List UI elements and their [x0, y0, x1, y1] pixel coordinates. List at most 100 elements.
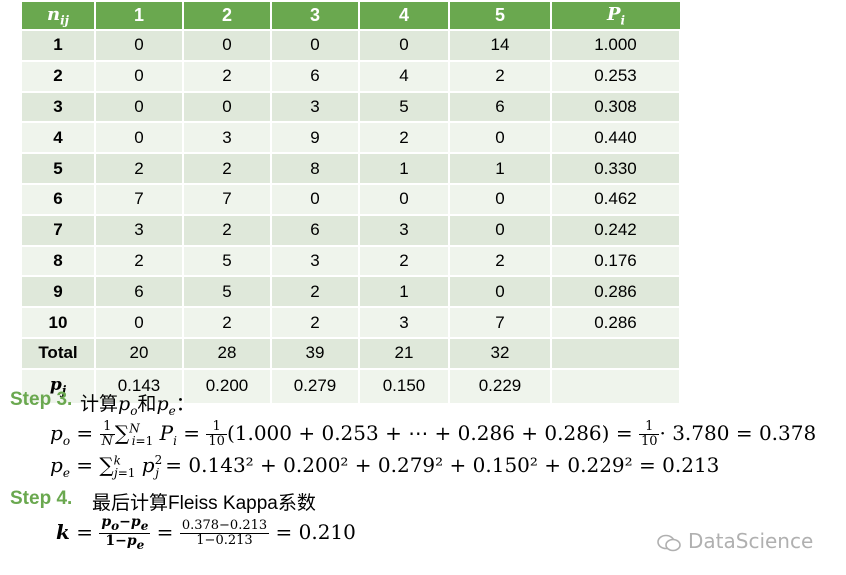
- table-cell: 0: [95, 121, 184, 154]
- pi-cell: 1.000: [551, 29, 681, 61]
- table-cell: 6: [95, 275, 184, 308]
- table-cell: 0: [95, 306, 184, 338]
- table-cell: 7: [449, 306, 552, 338]
- pi-cell: 0.440: [551, 121, 681, 154]
- table-cell: 1: [359, 275, 450, 308]
- table-cell: 0: [183, 90, 272, 123]
- table-cell: 3: [359, 306, 450, 338]
- watermark: DataScience: [656, 529, 813, 553]
- table-cell: 0: [183, 29, 272, 61]
- pi-cell: 0.286: [551, 275, 681, 308]
- row-label: 4: [22, 121, 96, 154]
- total-cell: 28: [183, 336, 272, 369]
- row-label: 9: [22, 275, 96, 308]
- row-label: 5: [22, 152, 96, 184]
- column-header: 1: [95, 2, 184, 30]
- table-row: 3 0 0 3 5 6 0.308: [22, 90, 681, 123]
- table-cell: 2: [183, 213, 272, 246]
- total-cell: 39: [271, 336, 360, 369]
- pi-cell: 0.176: [551, 244, 681, 277]
- table-row: 8 2 5 3 2 2 0.176: [22, 244, 681, 277]
- table-row: 5 2 2 8 1 1 0.330: [22, 152, 681, 184]
- step3-text: 计算po和pe：: [80, 393, 195, 418]
- row-label: 2: [22, 59, 96, 92]
- table-cell: 14: [449, 29, 552, 61]
- table-cell: 3: [95, 213, 184, 246]
- total-label: Total: [22, 336, 96, 369]
- row-label: 6: [22, 182, 96, 215]
- table-cell: 9: [271, 121, 360, 154]
- pj-cell: 0.143: [95, 367, 184, 403]
- step3-label: Step 3.: [10, 389, 73, 410]
- table-row: 7 3 2 6 3 0 0.242: [22, 213, 681, 246]
- pi-header: Pi: [551, 2, 680, 30]
- table-cell: 2: [95, 244, 184, 277]
- table-cell: 2: [183, 59, 272, 92]
- pj-cell: 0.150: [359, 367, 450, 403]
- table-cell: 7: [95, 182, 184, 215]
- table-cell: 7: [183, 182, 272, 215]
- table-row: 10 0 2 2 3 7 0.286: [22, 306, 681, 338]
- step4-text: 最后计算Fleiss Kappa系数: [92, 493, 316, 514]
- empty-cell: [551, 336, 681, 369]
- table-cell: 0: [359, 29, 450, 61]
- pi-cell: 0.462: [551, 182, 681, 215]
- total-cell: 20: [95, 336, 184, 369]
- table-cell: 2: [271, 306, 360, 338]
- column-header: 2: [183, 2, 272, 30]
- table-cell: 5: [183, 244, 272, 277]
- pi-cell: 0.286: [551, 306, 681, 338]
- row-label: 10: [22, 306, 96, 338]
- wechat-icon: [657, 534, 681, 551]
- table-cell: 0: [449, 182, 552, 215]
- fleiss-table: nij 1 2 3 4 5 Pi 1 0 0 0 0 14 1.000 2 0 2 6 4 2 0.253…: [22, 2, 681, 403]
- pj-label: pj: [22, 367, 96, 403]
- table-cell: 3: [359, 213, 450, 246]
- row-label: 8: [22, 244, 96, 277]
- pi-cell: 0.330: [551, 152, 681, 184]
- po-equation: po = 1 N ∑Ni=1 Pi = 1 10 (1.000 + 0.253 + ⋯ …: [50, 419, 817, 449]
- pj-cell: 0.279: [271, 367, 360, 403]
- table-cell: 3: [271, 244, 360, 277]
- table-cell: 2: [449, 59, 552, 92]
- table-cell: 2: [95, 152, 184, 184]
- table-cell: 5: [183, 275, 272, 308]
- table-cell: 2: [449, 244, 552, 277]
- table-cell: 1: [449, 152, 552, 184]
- table-cell: 2: [271, 275, 360, 308]
- total-cell: 32: [449, 336, 552, 369]
- table-row: 4 0 3 9 2 0 0.440: [22, 121, 681, 154]
- pj-cell: 0.229: [449, 367, 552, 403]
- table-cell: 0: [449, 213, 552, 246]
- table-cell: 6: [449, 90, 552, 123]
- table-row: 9 6 5 2 1 0 0.286: [22, 275, 681, 308]
- table-cell: 0: [359, 182, 450, 215]
- table-cell: 3: [183, 121, 272, 154]
- column-header: 3: [271, 2, 360, 30]
- table-cell: 2: [359, 121, 450, 154]
- row-label: 7: [22, 213, 96, 246]
- table-cell: 8: [271, 152, 360, 184]
- table-cell: 6: [271, 59, 360, 92]
- table-cell: 5: [359, 90, 450, 123]
- column-header: 5: [449, 2, 552, 30]
- corner-header: nij: [22, 2, 96, 30]
- kappa-equation: k = po−pe 1−pe = 0.378−0.213 1−0.213 = 0.2…: [56, 514, 356, 552]
- table-cell: 0: [95, 59, 184, 92]
- table-cell: 0: [95, 90, 184, 123]
- pj-cell: 0.200: [183, 367, 272, 403]
- table-cell: 0: [449, 121, 552, 154]
- table-cell: 1: [359, 152, 450, 184]
- table-header-row: nij 1 2 3 4 5 Pi: [22, 2, 680, 30]
- row-label: 1: [22, 29, 96, 61]
- table-row: 2 0 2 6 4 2 0.253: [22, 59, 681, 92]
- table-cell: 0: [271, 182, 360, 215]
- pi-cell: 0.308: [551, 90, 681, 123]
- table-cell: 2: [183, 152, 272, 184]
- pj-row: pj 0.143 0.200 0.279 0.150 0.229: [22, 367, 681, 403]
- table-cell: 6: [271, 213, 360, 246]
- table-row: 1 0 0 0 0 14 1.000: [22, 29, 681, 61]
- total-row: Total 20 28 39 21 32: [22, 336, 681, 369]
- table-row: 6 7 7 0 0 0 0.462: [22, 182, 681, 215]
- table-cell: 0: [449, 275, 552, 308]
